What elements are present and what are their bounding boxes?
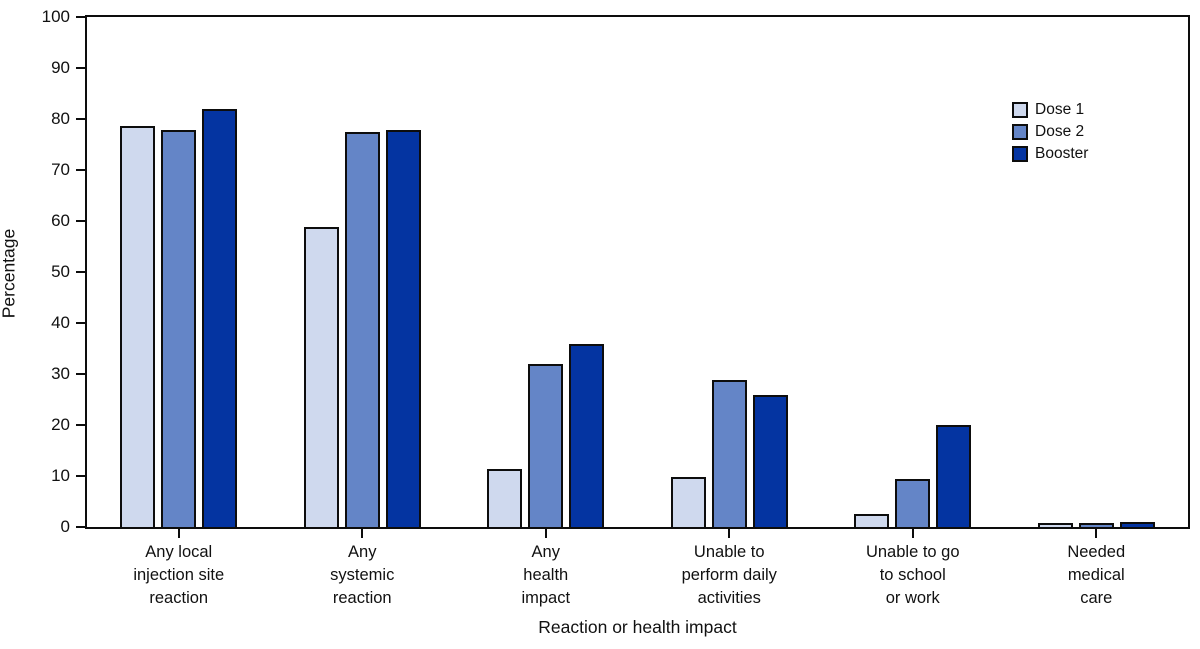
legend-item: Dose 1	[1012, 99, 1088, 121]
bar	[1078, 523, 1114, 527]
bar	[1119, 521, 1155, 527]
legend-swatch	[1012, 102, 1028, 118]
y-axis-tick-label: 50	[51, 262, 70, 281]
bar	[569, 344, 605, 527]
legend: Dose 1 Dose 2 Booster	[1012, 99, 1088, 165]
bar	[670, 476, 706, 527]
legend-swatch	[1012, 146, 1028, 162]
y-axis-tick-label: 20	[51, 415, 70, 434]
bar	[895, 478, 931, 527]
bar	[1037, 523, 1073, 527]
bar	[202, 108, 238, 527]
legend-item: Booster	[1012, 143, 1088, 165]
y-axis-tick	[76, 373, 85, 375]
y-axis-tick	[76, 475, 85, 477]
bar	[936, 424, 972, 527]
x-category-label: Any systemic reaction	[330, 543, 395, 607]
bar	[161, 130, 197, 527]
x-axis-tick	[544, 529, 547, 538]
legend-item-label: Booster	[1035, 145, 1089, 162]
legend-swatch	[1012, 124, 1028, 140]
y-axis-tick-label: 90	[51, 58, 70, 77]
y-axis-tick	[76, 220, 85, 222]
y-axis-tick	[76, 118, 85, 120]
x-axis-tick	[911, 529, 914, 538]
legend-item-label: Dose 2	[1035, 123, 1085, 140]
y-axis-tick	[76, 67, 85, 69]
bar	[528, 363, 564, 527]
bar	[120, 125, 156, 527]
bar	[711, 379, 747, 527]
y-axis-tick-label: 70	[51, 160, 70, 179]
x-category-label: Any local injection site reaction	[133, 543, 225, 607]
bar	[385, 129, 421, 527]
y-axis-tick	[76, 16, 85, 18]
y-axis-tick-label: 40	[51, 313, 70, 332]
y-axis-tick	[76, 526, 85, 528]
legend-item: Dose 2	[1012, 121, 1088, 143]
x-category-label: Unable to perform daily activities	[681, 543, 777, 607]
x-axis-tick	[728, 529, 731, 538]
y-axis-tick	[76, 424, 85, 426]
x-category-label: Any health impact	[521, 543, 571, 607]
y-axis-tick-label: 0	[60, 517, 70, 536]
x-axis-title: Reaction or health impact	[538, 617, 737, 637]
y-axis-title: Percentage	[0, 228, 19, 319]
y-axis-tick-label: 80	[51, 109, 70, 128]
bar	[752, 395, 788, 527]
x-category-label: Unable to go to school or work	[865, 543, 960, 607]
bar	[303, 227, 339, 527]
x-category-label: Needed medical care	[1067, 543, 1126, 607]
bar	[854, 514, 890, 527]
y-axis-tick-label: 30	[51, 364, 70, 383]
y-axis-tick-label: 10	[51, 466, 70, 485]
y-axis-tick	[76, 322, 85, 324]
y-axis-tick	[76, 271, 85, 273]
bar	[487, 468, 523, 527]
x-axis-tick	[361, 529, 364, 538]
bar	[344, 132, 380, 527]
x-axis-tick	[177, 529, 180, 538]
y-axis-tick-label: 100	[41, 7, 70, 26]
y-axis-tick-label: 60	[51, 211, 70, 230]
legend-item-label: Dose 1	[1035, 101, 1085, 118]
plot-area	[85, 15, 1190, 529]
y-axis-tick	[76, 169, 85, 171]
x-axis-tick	[1095, 529, 1098, 538]
